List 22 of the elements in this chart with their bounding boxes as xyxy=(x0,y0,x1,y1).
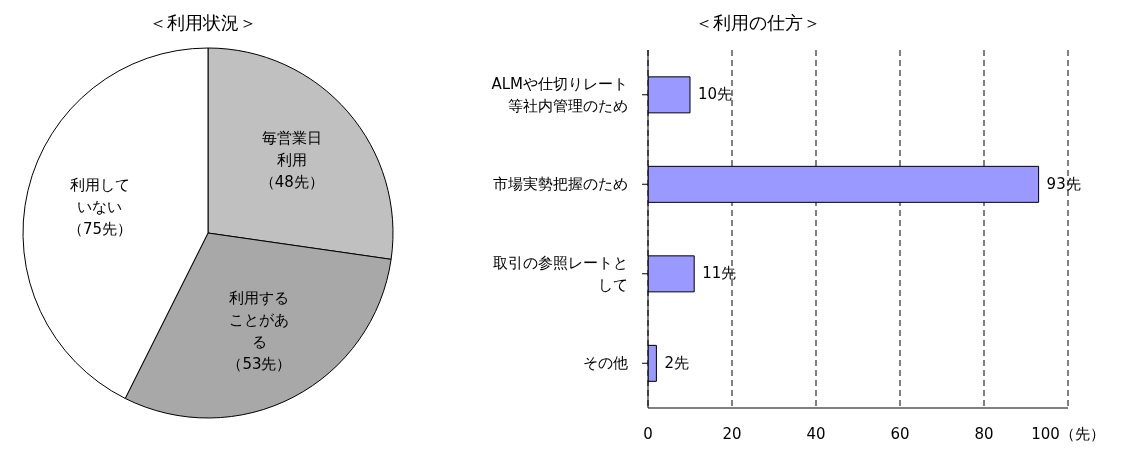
x-tick-label: 40 xyxy=(806,424,826,443)
x-tick-label: 20 xyxy=(722,424,742,443)
slice-label: 毎営業日利用 xyxy=(261,128,322,169)
slice-label: 利用することがある xyxy=(229,288,290,351)
data-label: 10先 xyxy=(698,85,733,104)
x-tick-label: 0 xyxy=(643,424,653,443)
x-tick-label: 60 xyxy=(890,424,910,443)
data-label: 11先 xyxy=(702,264,737,283)
data-label: （48先） xyxy=(259,172,324,191)
data-label: （75先） xyxy=(67,219,133,238)
x-tick-label: 100（先） xyxy=(1031,424,1105,443)
y-tick-label: ALMや仕切りレート等社内管理のため xyxy=(491,74,628,115)
x-tick-label: 80 xyxy=(974,424,994,443)
chart-title: ＜利用状況＞ xyxy=(148,11,258,35)
chart-title: ＜利用の仕方＞ xyxy=(694,11,822,35)
slice-label: 利用していない xyxy=(69,175,130,216)
y-tick-label: 取引の参照レートとして xyxy=(493,253,628,294)
data-label: 93先 xyxy=(1046,174,1081,193)
y-tick-label: 市場実勢把握のため xyxy=(493,174,628,193)
data-label: 2先 xyxy=(664,353,689,372)
y-tick-label: その他 xyxy=(583,353,628,372)
data-label: （53先） xyxy=(227,354,292,373)
